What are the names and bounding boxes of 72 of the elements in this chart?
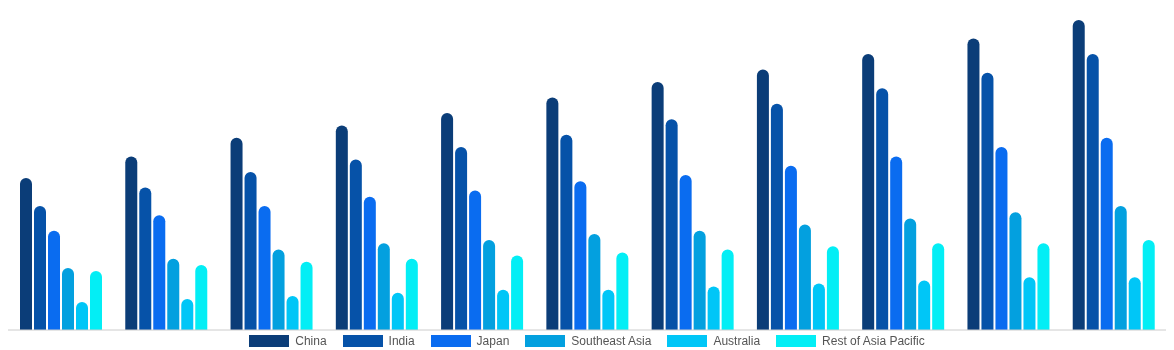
bar [995,147,1008,330]
legend-label: Rest of Asia Pacific [822,334,925,348]
bar [181,299,194,330]
bar [195,264,208,330]
bar [497,289,510,330]
bar [693,230,706,330]
bar [34,206,46,330]
bar [721,249,734,330]
bar [932,243,945,330]
bar [349,159,362,330]
legend-label: Japan [476,334,510,348]
bar [546,97,559,330]
bar [1037,243,1050,330]
bar [244,171,257,330]
bar [679,175,692,330]
bar [1086,54,1099,330]
bar [441,113,454,330]
legend-label: India [388,334,415,348]
bar [90,271,102,330]
bar [230,137,243,330]
bar [62,268,74,330]
bar [153,215,166,330]
bar [812,283,825,330]
bar [981,72,994,330]
bar [1128,277,1141,330]
bar [469,190,482,330]
bar [1142,240,1155,330]
bar [602,289,615,330]
bar [890,156,903,330]
bar [770,103,783,330]
bar [455,147,468,330]
bar [651,82,664,330]
bar [405,258,418,330]
bar [560,134,573,330]
bar [1009,212,1022,330]
bar [483,240,496,330]
bar [20,178,32,330]
bar [784,165,797,330]
legend-label: Australia [713,334,761,348]
bar [167,258,180,330]
bar [665,119,678,330]
bar [125,156,138,330]
bar [616,252,629,330]
bar [258,206,271,330]
bar [363,196,376,330]
legend-label: Southeast Asia [571,334,652,348]
bar [1100,137,1113,330]
bar [377,243,390,330]
bar [918,280,931,330]
bar [272,249,285,330]
bar [588,233,601,330]
bar [798,224,811,330]
bar [139,187,152,330]
legend-label: China [295,334,327,348]
bar [967,38,980,330]
bar [862,54,875,330]
bar [756,69,769,330]
bar [48,230,60,330]
bar [335,125,348,330]
bar [76,302,88,330]
bar [286,295,299,330]
bar [826,246,839,330]
bar [391,292,404,330]
bar [1114,206,1127,330]
bar [1023,277,1036,330]
bar [300,261,313,330]
bar [904,218,917,330]
bar [511,255,524,330]
bar [876,88,889,330]
bar [574,181,587,330]
bar [1072,20,1085,330]
bar [707,286,720,330]
